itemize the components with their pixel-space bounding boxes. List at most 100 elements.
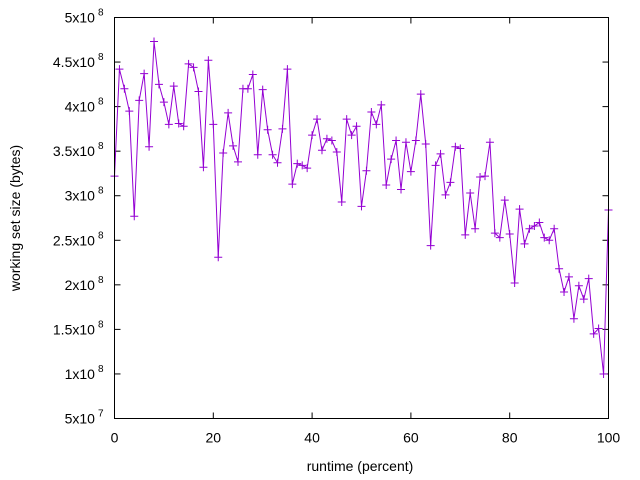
data-point-marker [515,205,524,214]
data-point-marker [342,115,351,124]
data-point-marker [550,224,559,233]
x-tick-label: 40 [304,430,320,446]
data-point-marker [446,178,455,187]
tick-labels: 0 20 40 60 80 100 5x10 7 1x10 8 1.5x10 8 2x10 8 2.5x10… [53,8,621,446]
data-point-marker [372,120,381,129]
data-point-marker [431,161,440,170]
data-point-marker [387,155,396,164]
data-point-marker [574,281,583,290]
data-point-marker [253,150,262,159]
data-point-marker [579,295,588,304]
y-tick-label: 1.5x10 8 [53,319,104,337]
x-tick-label: 0 [111,430,119,446]
data-point-marker [436,149,445,158]
data-point-marker [322,134,331,143]
y-tick-label: 4x10 8 [65,97,104,115]
data-point-marker [184,59,193,68]
data-point-marker [392,136,401,145]
y-tick-label: 2.5x10 8 [53,230,104,248]
data-point-marker [179,122,188,131]
data-point-marker [293,159,302,168]
data-point-marker [115,65,124,74]
data-point-marker [362,166,371,175]
plot-frame [114,17,609,419]
data-point-marker [209,120,218,129]
data-point-marker [594,324,603,333]
data-point-marker [229,141,238,150]
data-point-marker [564,272,573,281]
data-point-marker [125,107,134,116]
data-point-marker [140,69,149,78]
data-point-marker [382,181,391,190]
data-point-marker [169,82,178,91]
data-point-marker [525,224,534,233]
data-point-marker [150,37,159,46]
data-point-marker [214,253,223,262]
axis-ticks [114,17,609,419]
data-point-marker [164,120,173,129]
data-point-marker [500,196,509,205]
data-point-marker [481,172,489,181]
data-point-marker [471,224,480,233]
data-series [110,37,613,378]
data-point-marker [234,157,242,166]
data-point-marker [352,122,361,131]
data-point-marker [456,144,465,153]
data-point-marker [159,98,168,107]
data-point-marker [347,131,356,140]
data-point-marker [248,70,257,79]
data-point-marker [555,264,564,273]
data-point-marker [303,164,312,173]
data-point-marker [466,189,475,198]
data-point-marker [397,185,406,194]
data-point-marker [204,56,213,65]
y-tick-label: 5x10 8 [65,8,104,26]
data-point-marker [283,65,292,74]
data-point-marker [411,136,420,145]
data-point-marker [451,142,460,151]
data-point-marker [505,230,514,239]
data-point-marker [401,138,410,147]
data-point-marker [288,180,297,189]
y-axis-label: working set size (bytes) [7,145,23,292]
y-tick-label: 4.5x10 8 [53,52,104,70]
y-tick-label: 3x10 8 [65,186,104,204]
data-point-marker [263,125,272,134]
data-point-marker [490,229,499,238]
data-point-marker [332,148,341,157]
data-point-marker [461,230,470,239]
data-point-marker [367,107,376,116]
data-point-marker [589,329,598,338]
data-point-marker [416,90,425,99]
x-tick-label: 100 [597,430,621,446]
data-point-marker [199,163,208,172]
y-tick-label: 3.5x10 8 [53,141,104,159]
data-point-marker [485,138,494,147]
data-point-marker [476,173,485,182]
data-point-marker [243,84,252,93]
data-point-marker [327,136,336,145]
data-point-marker [441,190,450,199]
data-point-marker [569,314,578,323]
data-point-marker [510,279,519,288]
data-point-marker [317,146,326,155]
data-point-marker [298,161,307,170]
data-point-marker [584,274,593,283]
data-point-marker [120,84,129,93]
x-tick-label: 60 [403,430,419,446]
data-point-marker [278,124,287,133]
data-point-marker [189,63,198,72]
data-point-marker [377,100,386,109]
data-point-marker [540,233,549,242]
data-point-marker [357,202,366,211]
x-axis-label: runtime (percent) [307,458,414,474]
data-point-marker [545,236,554,245]
data-point-marker [145,142,154,151]
data-point-marker [174,119,183,128]
y-tick-label: 1x10 8 [65,364,104,382]
data-point-marker [599,369,608,378]
data-point-marker [258,85,267,94]
data-point-marker [530,222,539,231]
data-point-marker [495,233,504,242]
